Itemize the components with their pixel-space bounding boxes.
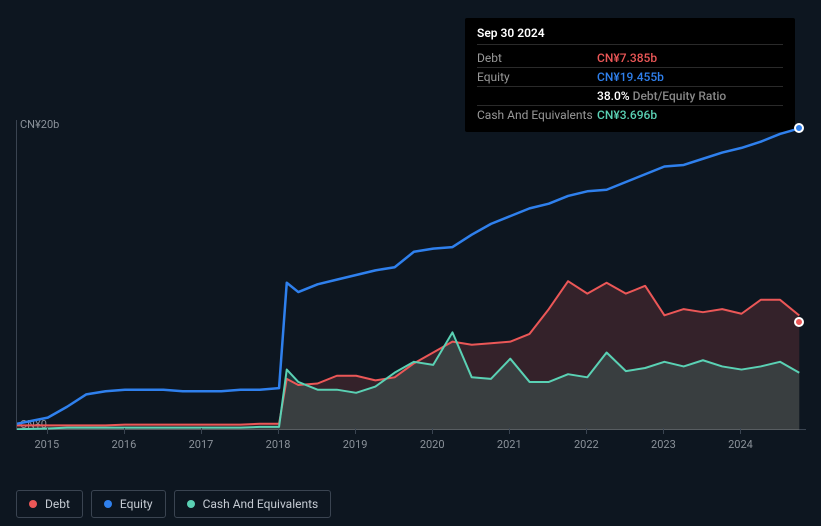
legend-dot-icon	[187, 500, 195, 508]
legend-label: Debt	[45, 497, 70, 511]
tooltip-row-label: Equity	[477, 70, 597, 84]
x-axis-label: 2023	[651, 438, 676, 451]
tooltip-row: DebtCN¥7.385b	[477, 49, 783, 68]
tooltip-rows: DebtCN¥7.385bEquityCN¥19.455b38.0% Debt/…	[477, 49, 783, 124]
tooltip-row-label: Debt	[477, 51, 597, 65]
x-tick	[124, 428, 125, 434]
end-marker-equity	[794, 123, 804, 133]
x-axis-label: 2015	[34, 438, 59, 451]
x-tick	[586, 428, 587, 434]
x-axis-label: 2020	[420, 438, 445, 451]
legend-label: Cash And Equivalents	[203, 497, 319, 511]
end-marker-debt	[794, 317, 804, 327]
x-axis-label: 2019	[343, 438, 368, 451]
legend: Debt Equity Cash And Equivalents	[16, 490, 331, 518]
x-axis-label: 2024	[728, 438, 753, 451]
x-tick	[201, 428, 202, 434]
chart: CN¥20b CN¥0 2015201620172018201920202021…	[16, 120, 806, 460]
tooltip-row-value: 38.0% Debt/Equity Ratio	[597, 89, 726, 103]
x-axis-label: 2017	[189, 438, 214, 451]
tooltip-row-value: CN¥7.385b	[597, 51, 657, 65]
tooltip-row-label	[477, 89, 597, 103]
x-axis-label: 2021	[497, 438, 522, 451]
chart-svg	[17, 120, 807, 430]
tooltip-row: 38.0% Debt/Equity Ratio	[477, 87, 783, 106]
tooltip-row-value: CN¥19.455b	[597, 70, 664, 84]
x-axis-label: 2022	[574, 438, 599, 451]
x-tick	[278, 428, 279, 434]
tooltip-title: Sep 30 2024	[477, 26, 783, 45]
x-axis-label: 2016	[112, 438, 137, 451]
legend-item-cash[interactable]: Cash And Equivalents	[174, 490, 332, 518]
x-tick	[509, 428, 510, 434]
legend-item-equity[interactable]: Equity	[91, 490, 166, 518]
legend-dot-icon	[29, 500, 37, 508]
legend-dot-icon	[104, 500, 112, 508]
x-tick	[432, 428, 433, 434]
tooltip-row: EquityCN¥19.455b	[477, 68, 783, 87]
legend-item-debt[interactable]: Debt	[16, 490, 83, 518]
legend-label: Equity	[120, 497, 153, 511]
x-axis-label: 2018	[266, 438, 291, 451]
tooltip: Sep 30 2024 DebtCN¥7.385bEquityCN¥19.455…	[465, 18, 795, 132]
x-tick	[663, 428, 664, 434]
x-tick	[355, 428, 356, 434]
x-tick	[47, 428, 48, 434]
plot-area[interactable]	[16, 120, 806, 430]
x-tick	[740, 428, 741, 434]
x-axis: 2015 2016 2017 2018 2019 2020 2021 2022 2023 2024	[16, 434, 806, 454]
